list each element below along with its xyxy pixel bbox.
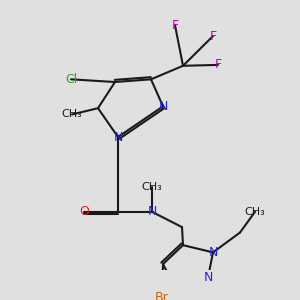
Text: N: N xyxy=(113,130,123,143)
Text: N: N xyxy=(147,205,157,218)
Text: F: F xyxy=(214,58,222,71)
Text: CH₃: CH₃ xyxy=(142,182,162,192)
Text: CH₃: CH₃ xyxy=(61,110,82,119)
Text: O: O xyxy=(79,205,89,218)
Text: Br: Br xyxy=(155,291,169,300)
Text: N: N xyxy=(208,246,218,259)
Text: N: N xyxy=(203,271,213,284)
Text: Cl: Cl xyxy=(65,73,77,86)
Text: F: F xyxy=(209,30,217,43)
Text: F: F xyxy=(171,19,178,32)
Text: CH₃: CH₃ xyxy=(244,207,266,217)
Text: N: N xyxy=(158,100,168,113)
